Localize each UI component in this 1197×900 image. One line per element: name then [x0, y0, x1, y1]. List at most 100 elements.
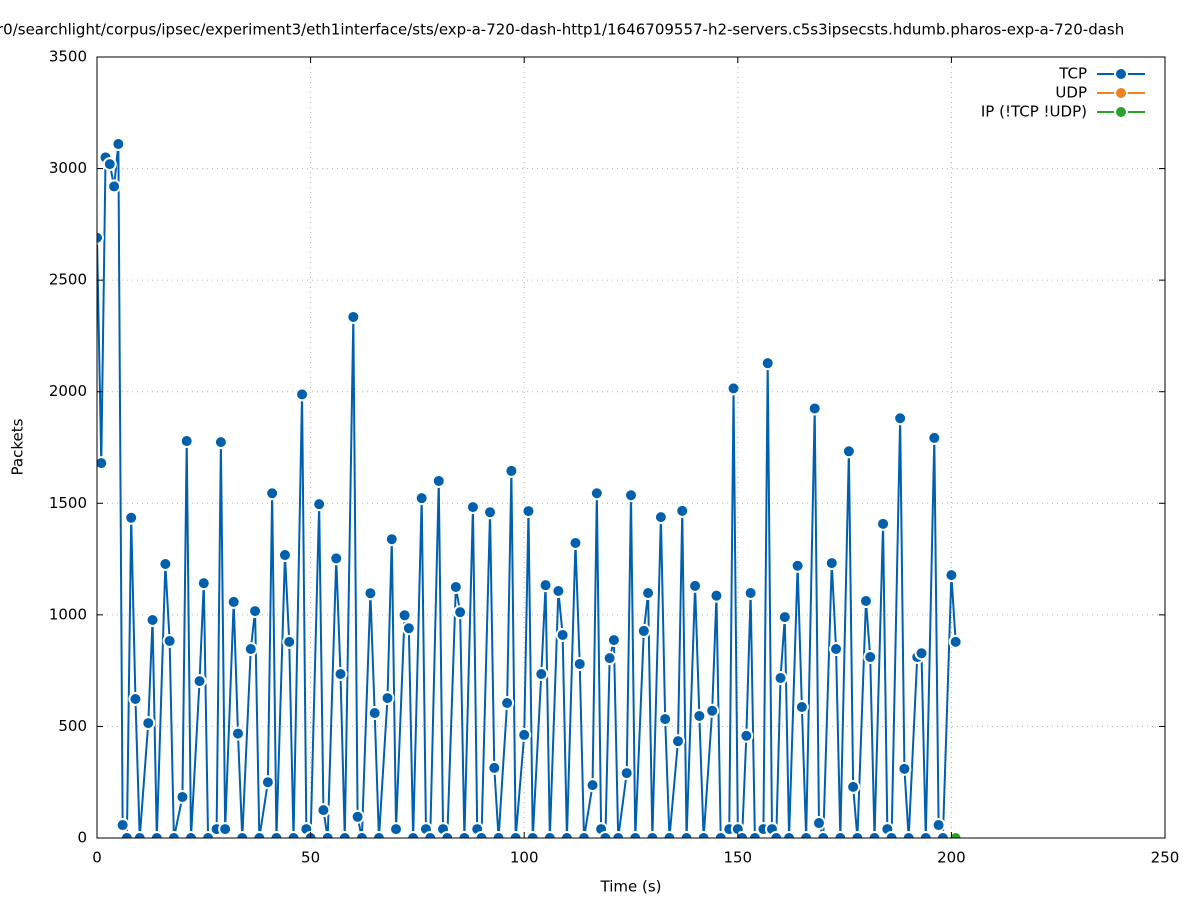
y-axis-label: Packets: [9, 418, 27, 475]
legend-marker: [1114, 105, 1128, 119]
data-point: [897, 761, 912, 776]
x-tick-label: 100: [510, 849, 539, 867]
data-point: [931, 818, 946, 833]
data-point: [602, 651, 617, 666]
data-point: [111, 137, 126, 152]
data-point: [811, 816, 826, 831]
data-point: [107, 179, 122, 194]
plot-frame: [96, 56, 1166, 839]
data-point: [636, 623, 651, 638]
data-point: [282, 634, 297, 649]
data-point: [696, 831, 711, 838]
data-point: [709, 588, 724, 603]
data-point: [670, 734, 685, 749]
data-point: [286, 831, 301, 838]
x-tick-label: 150: [723, 849, 752, 867]
data-point: [739, 728, 754, 743]
data-point: [363, 586, 378, 601]
data-point: [773, 671, 788, 686]
x-tick-label: 0: [92, 849, 102, 867]
data-point: [354, 831, 369, 838]
data-point: [453, 605, 468, 620]
data-point: [252, 831, 267, 838]
data-point: [179, 434, 194, 449]
data-point: [483, 505, 498, 520]
data-point: [867, 831, 882, 838]
data-point: [538, 578, 553, 593]
y-tick-label: 2000: [49, 382, 87, 400]
data-point: [491, 831, 506, 838]
data-point: [265, 486, 280, 501]
data-point: [158, 556, 173, 571]
data-point: [577, 831, 592, 838]
data-point: [371, 831, 386, 838]
data-point: [260, 775, 275, 790]
legend-marker: [1114, 67, 1128, 81]
data-point: [585, 778, 600, 793]
data-point: [295, 387, 310, 402]
x-tick-label: 200: [937, 849, 966, 867]
data-point: [551, 583, 566, 598]
data-point: [213, 435, 228, 450]
data-point: [645, 831, 660, 838]
data-point: [97, 456, 109, 471]
data-point: [944, 568, 959, 583]
data-point: [269, 831, 284, 838]
data-point: [500, 695, 515, 710]
data-point: [457, 831, 472, 838]
data-point: [914, 646, 929, 661]
data-point: [166, 831, 181, 838]
data-point: [448, 579, 463, 594]
data-point: [465, 500, 480, 515]
data-point: [794, 700, 809, 715]
data-point: [790, 558, 805, 573]
data-point: [743, 585, 758, 600]
data-point: [863, 650, 878, 665]
data-point: [230, 726, 245, 741]
data-point: [431, 473, 446, 488]
data-point: [760, 356, 775, 371]
data-point: [196, 576, 211, 591]
data-point: [102, 157, 117, 172]
legend-label: UDP: [1055, 84, 1087, 102]
data-point: [747, 831, 762, 838]
data-point: [653, 510, 668, 525]
x-axis-label: Time (s): [600, 878, 662, 896]
y-tick-label: 500: [58, 717, 87, 735]
y-tick-label: 1500: [49, 494, 87, 512]
data-point: [658, 712, 673, 727]
data-point: [948, 634, 963, 649]
data-point: [124, 510, 139, 525]
data-point: [525, 831, 540, 838]
y-tick-label: 3500: [49, 48, 87, 66]
data-point: [572, 656, 587, 671]
data-point: [713, 831, 728, 838]
data-point: [927, 430, 942, 445]
data-point: [316, 803, 331, 818]
y-tick-label: 3000: [49, 159, 87, 177]
data-point: [641, 585, 656, 600]
data-point: [705, 703, 720, 718]
data-point: [555, 627, 570, 642]
data-point: [128, 691, 143, 706]
y-tick-label: 0: [77, 829, 87, 847]
data-point: [918, 831, 933, 838]
data-point: [504, 463, 519, 478]
data-point: [829, 641, 844, 656]
data-point: [846, 779, 861, 794]
data-point: [97, 230, 104, 245]
legend-label: IP (!TCP !UDP): [981, 103, 1087, 121]
data-point: [508, 831, 523, 838]
plot-area: [97, 137, 963, 838]
x-tick-label: 250: [1151, 849, 1180, 867]
data-point: [807, 401, 822, 416]
data-point: [389, 822, 404, 837]
data-point: [619, 766, 634, 781]
data-point: [346, 309, 361, 324]
data-point: [662, 831, 677, 838]
data-point: [115, 818, 130, 833]
data-point: [235, 831, 250, 838]
data-point: [568, 536, 583, 551]
